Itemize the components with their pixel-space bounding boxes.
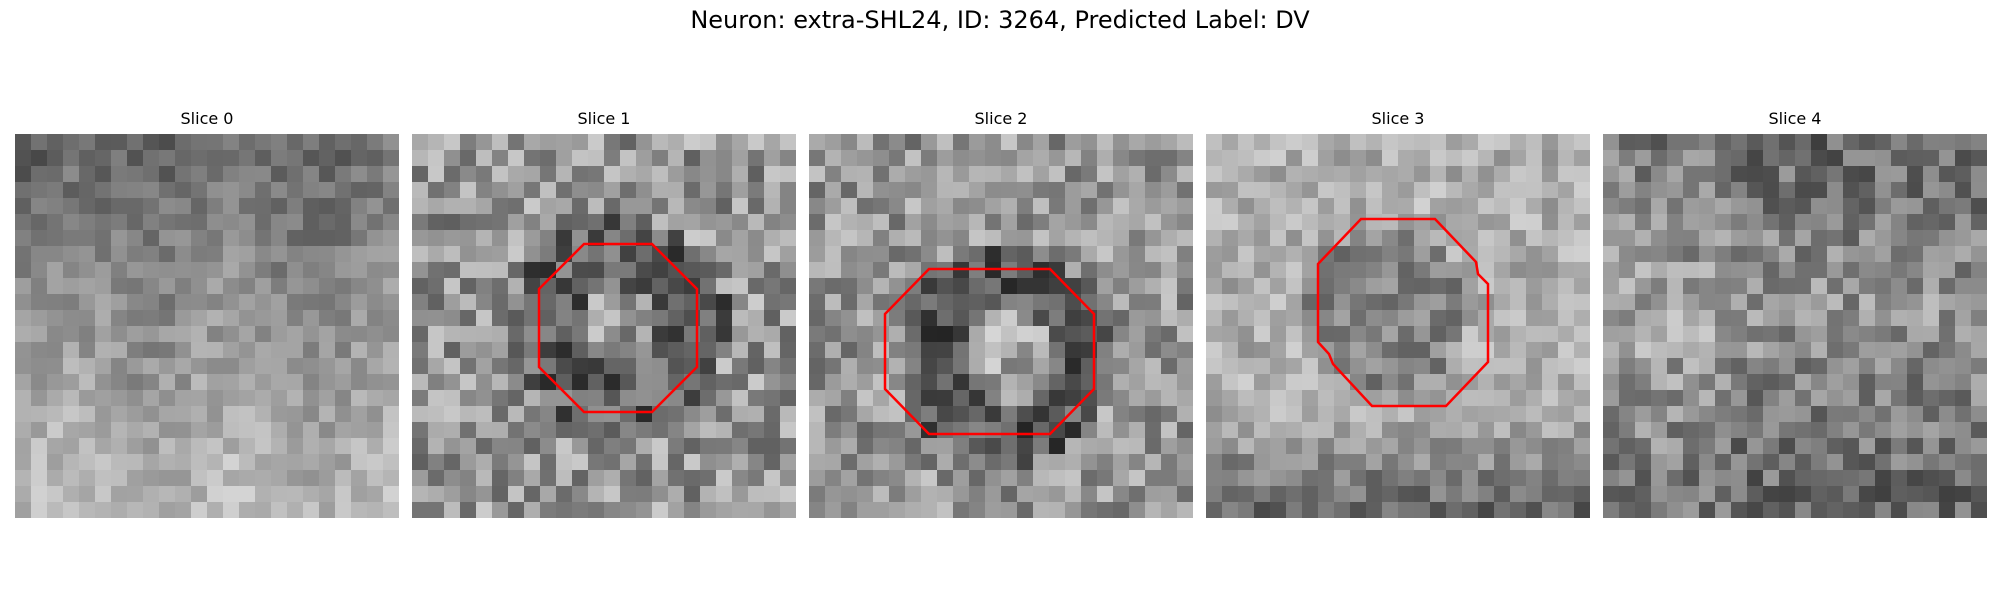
slice-panel-4: Slice 4 — [1603, 108, 1987, 518]
roi-contour-1 — [537, 242, 699, 414]
slice-panel-0: Slice 0 — [15, 108, 399, 518]
slice-panel-3: Slice 3 — [1206, 108, 1590, 518]
slice-overlay-2 — [883, 267, 1096, 436]
slice-overlay-0 — [15, 134, 399, 518]
slice-panel-2: Slice 2 — [809, 108, 1193, 518]
figure-title: Neuron: extra-SHL24, ID: 3264, Predicted… — [690, 6, 1310, 34]
slice-panel-1: Slice 1 — [412, 108, 796, 518]
slice-title-2: Slice 2 — [974, 109, 1028, 128]
slice-overlay-1 — [537, 242, 699, 414]
slice-title-3: Slice 3 — [1371, 109, 1425, 128]
slice-title-4: Slice 4 — [1768, 109, 1822, 128]
slice-title-0: Slice 0 — [180, 109, 234, 128]
slice-image-3 — [1206, 134, 1590, 518]
slice-title-1: Slice 1 — [577, 109, 631, 128]
roi-contour-2 — [883, 267, 1096, 436]
slice-image-1 — [412, 134, 796, 518]
slice-overlay-4 — [1603, 134, 1987, 518]
roi-contour-3 — [1316, 217, 1490, 408]
slice-image-0 — [15, 134, 399, 518]
slice-image-4 — [1603, 134, 1987, 518]
slice-image-2 — [809, 134, 1193, 518]
slice-overlay-3 — [1316, 217, 1490, 408]
